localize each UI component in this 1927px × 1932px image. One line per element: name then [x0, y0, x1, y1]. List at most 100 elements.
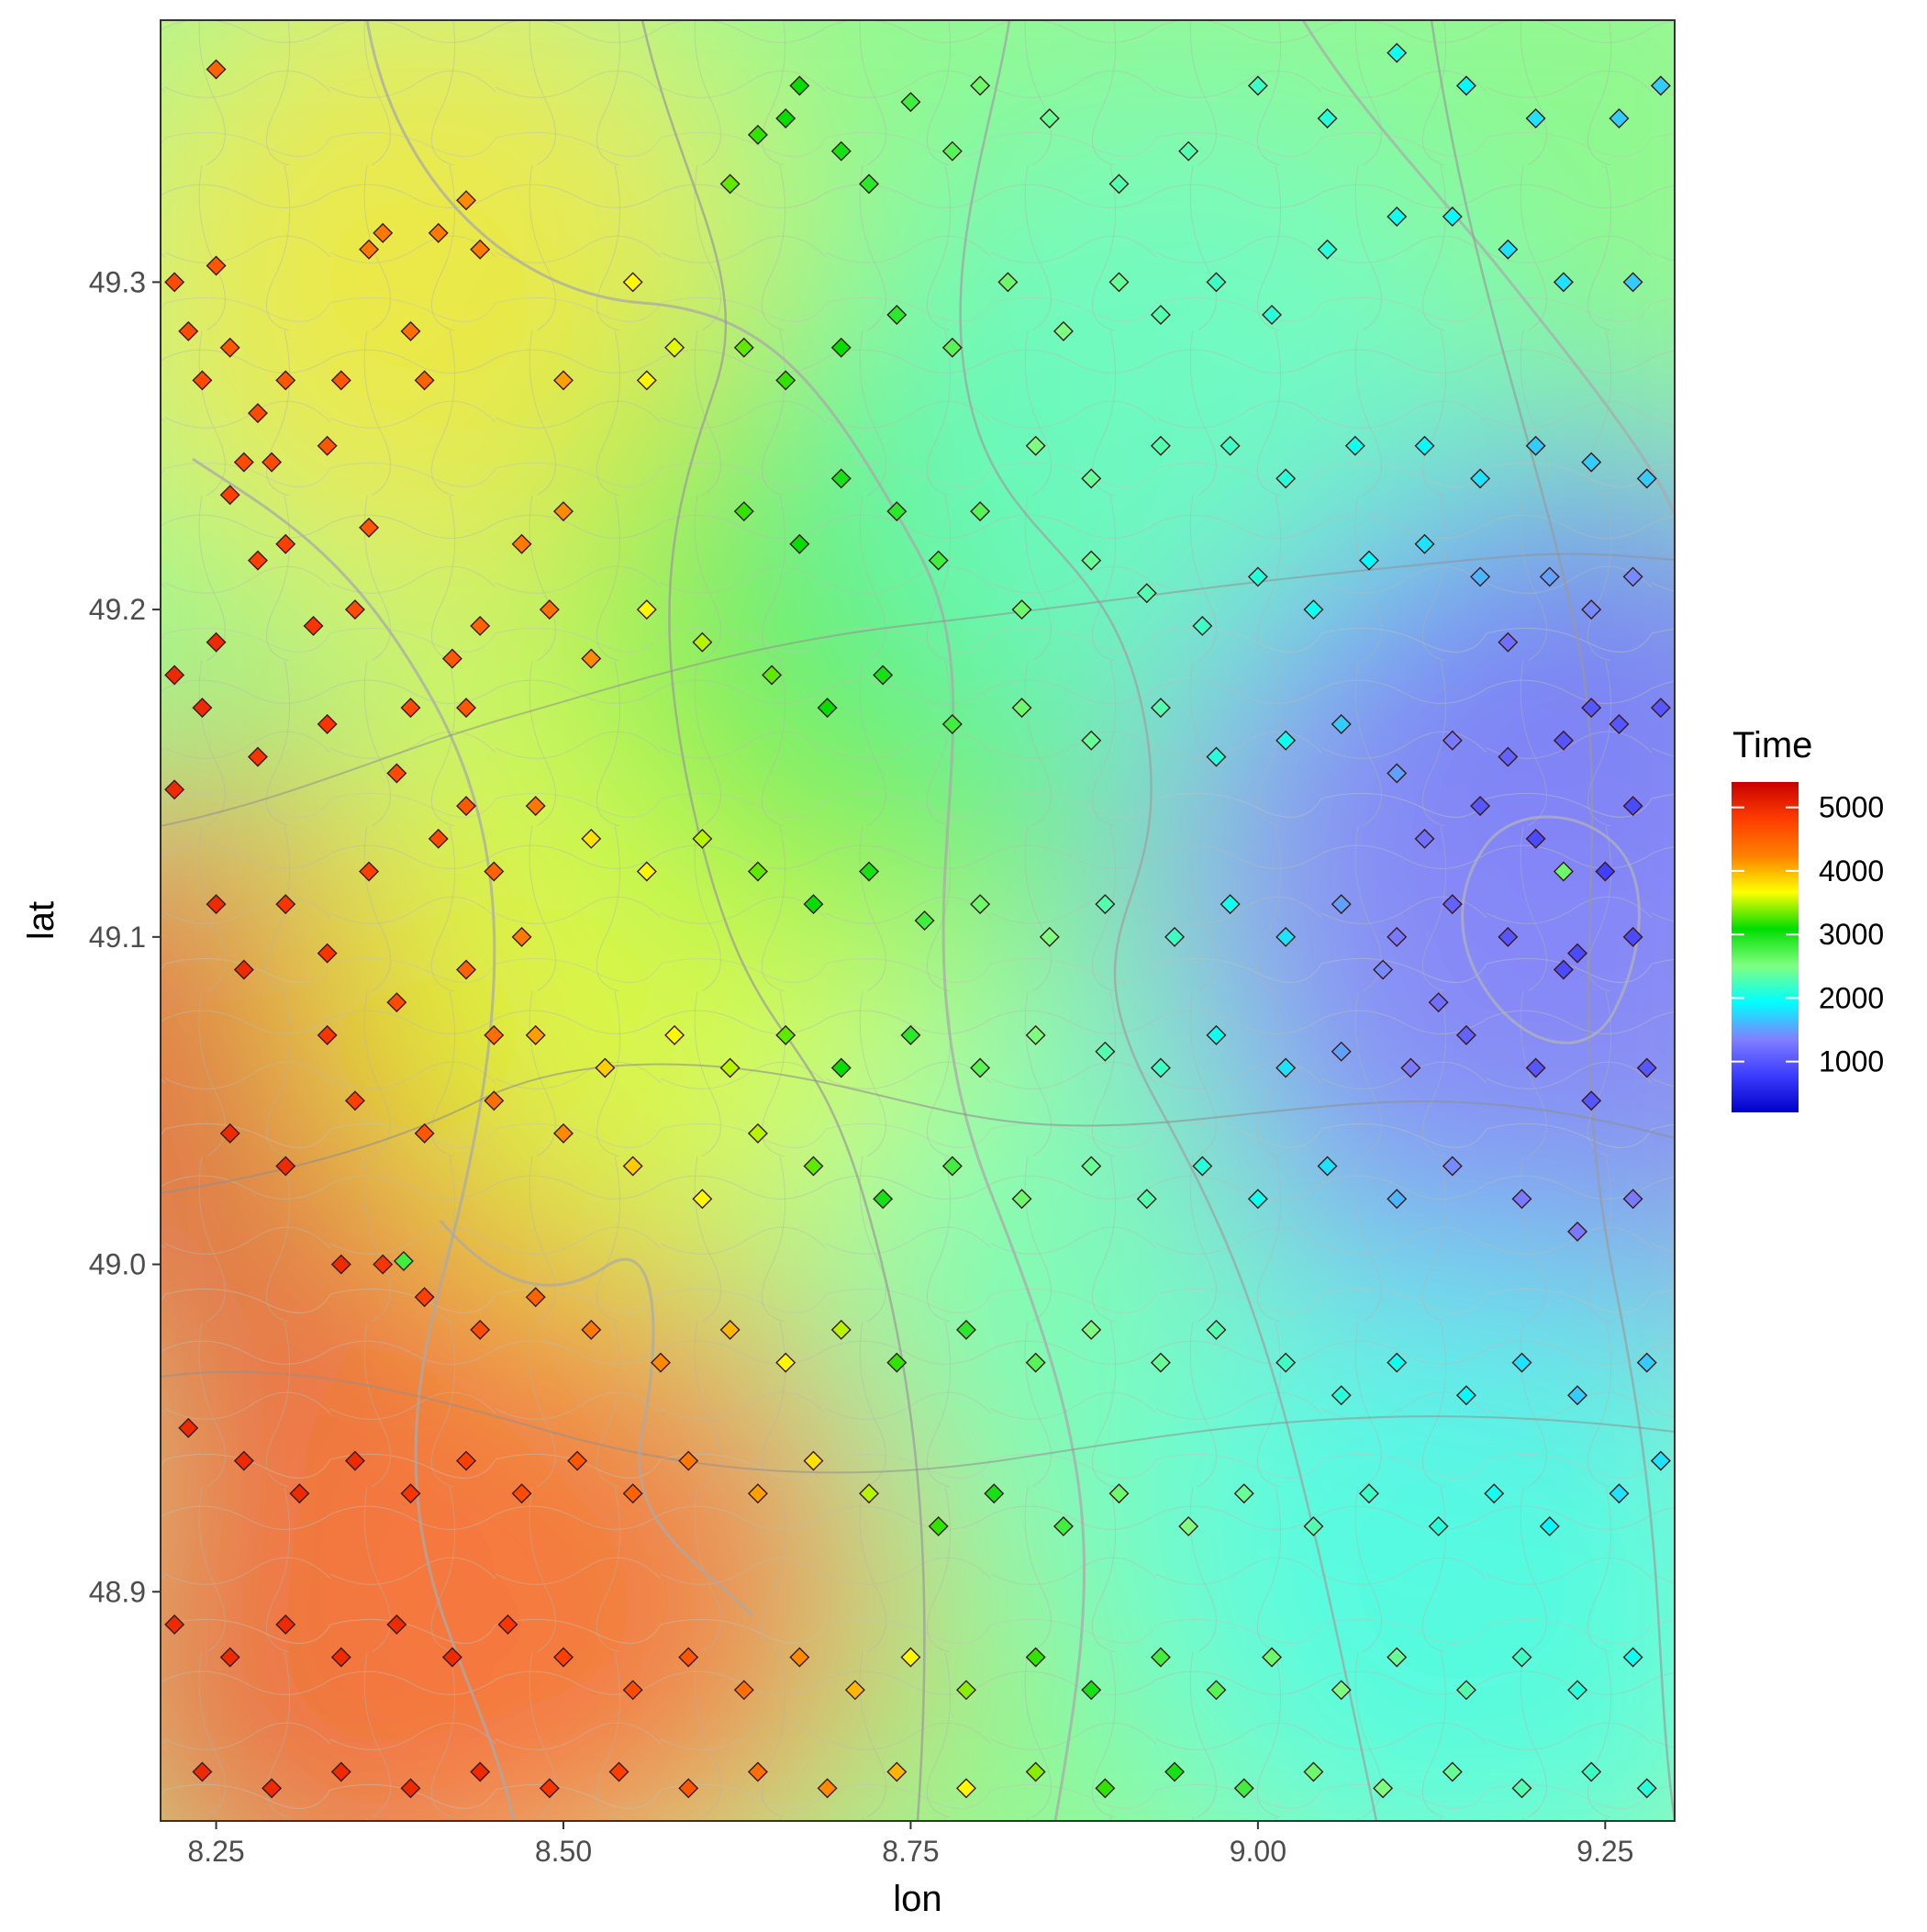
data-point	[1414, 828, 1435, 849]
data-point	[414, 1287, 435, 1308]
data-point	[1511, 1778, 1532, 1799]
data-point	[1247, 566, 1268, 587]
data-point	[511, 1483, 532, 1504]
data-point	[1011, 599, 1032, 620]
data-point	[1428, 992, 1449, 1013]
data-point	[456, 796, 477, 817]
data-point	[1108, 272, 1130, 293]
data-point	[928, 550, 949, 571]
data-point	[1622, 796, 1643, 817]
data-point	[1344, 435, 1365, 456]
road-line	[161, 1063, 1675, 1194]
data-point	[873, 664, 894, 686]
data-point	[1387, 926, 1408, 947]
y-axis-label: lat	[21, 901, 61, 940]
data-point	[775, 1352, 796, 1373]
data-point	[456, 959, 477, 980]
data-point	[233, 959, 254, 980]
legend-tick-label: 2000	[1819, 981, 1884, 1014]
data-point	[1373, 1778, 1394, 1799]
data-point	[1567, 1385, 1588, 1406]
data-point	[1206, 1319, 1227, 1340]
data-point	[747, 124, 768, 145]
data-point	[1039, 108, 1060, 129]
data-point	[622, 1680, 643, 1701]
data-point	[622, 272, 643, 293]
data-point	[400, 1483, 421, 1504]
data-point	[428, 828, 449, 849]
data-point	[178, 1417, 199, 1438]
road-line	[640, 20, 926, 1821]
data-point	[789, 1647, 810, 1668]
data-point	[900, 1647, 921, 1668]
legend-colorbar	[1732, 782, 1799, 1112]
data-point	[1484, 1483, 1505, 1504]
data-point	[1498, 926, 1519, 947]
data-point	[456, 698, 477, 719]
data-point	[928, 1515, 949, 1536]
data-point	[830, 140, 852, 162]
data-point	[678, 1450, 699, 1471]
data-point	[970, 75, 991, 96]
road-line	[365, 20, 1086, 1821]
data-point	[1150, 1057, 1171, 1078]
data-point	[1373, 959, 1394, 980]
data-point	[1442, 730, 1463, 751]
data-point	[970, 501, 991, 522]
data-point	[1025, 435, 1046, 456]
data-point	[456, 1450, 477, 1471]
data-point	[206, 894, 227, 915]
data-point	[233, 452, 254, 473]
data-point	[955, 1778, 976, 1799]
data-point	[1498, 746, 1519, 767]
data-point	[470, 615, 491, 636]
data-point	[386, 992, 407, 1013]
data-point	[1164, 1761, 1186, 1782]
data-point	[1178, 140, 1199, 162]
data-point	[1081, 550, 1102, 571]
data-point	[1387, 42, 1408, 63]
data-point	[581, 1319, 602, 1340]
data-point	[581, 648, 602, 669]
data-point	[886, 1761, 908, 1782]
data-point	[1150, 435, 1171, 456]
road-line	[1430, 20, 1675, 1821]
data-point	[1609, 1483, 1630, 1504]
data-point	[275, 894, 296, 915]
data-point	[317, 435, 338, 456]
data-point	[775, 370, 796, 391]
data-point	[567, 1450, 588, 1471]
data-point	[1011, 698, 1032, 719]
data-point	[1108, 173, 1130, 195]
data-point	[803, 894, 824, 915]
data-point	[692, 828, 713, 849]
data-point	[1331, 1041, 1352, 1062]
data-point	[650, 1352, 671, 1373]
data-point	[219, 1647, 240, 1668]
data-point	[1025, 1761, 1046, 1782]
data-point	[608, 1761, 629, 1782]
data-point	[400, 698, 421, 719]
data-point	[1525, 1057, 1546, 1078]
data-point	[1025, 1352, 1046, 1373]
data-point	[233, 1450, 254, 1471]
data-point	[747, 861, 768, 882]
data-point	[886, 1352, 908, 1373]
legend-ticks: 1000 2000 3000 4000 5000	[1732, 791, 1884, 1078]
data-point	[1470, 566, 1491, 587]
data-point	[1275, 926, 1297, 947]
data-point	[873, 1189, 894, 1210]
data-point	[1567, 1680, 1588, 1701]
data-point	[830, 1057, 852, 1078]
data-point	[1081, 1680, 1102, 1701]
data-point	[1539, 566, 1560, 587]
data-point	[539, 599, 560, 620]
data-point	[553, 1647, 574, 1668]
data-point	[247, 550, 268, 571]
data-point	[1636, 468, 1657, 489]
data-point	[441, 1647, 462, 1668]
data-point	[262, 1778, 283, 1799]
data-point	[984, 1483, 1005, 1504]
data-point	[1470, 468, 1491, 489]
data-point	[1331, 894, 1352, 915]
